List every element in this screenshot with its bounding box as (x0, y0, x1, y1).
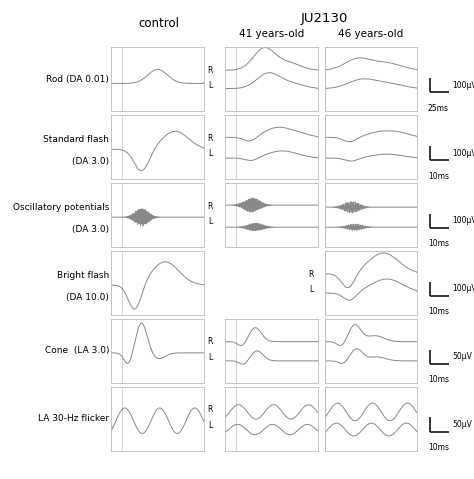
Text: 41 years-old: 41 years-old (238, 29, 304, 39)
Text: 50μV: 50μV (452, 420, 472, 429)
Text: LA 30-Hz flicker: LA 30-Hz flicker (38, 414, 109, 423)
Text: L: L (208, 353, 212, 362)
Text: R: R (208, 337, 213, 346)
Text: 10ms: 10ms (428, 308, 449, 316)
Text: Standard flash: Standard flash (43, 135, 109, 144)
Text: 100μV: 100μV (452, 217, 474, 226)
Text: 10ms: 10ms (428, 240, 449, 249)
Text: R: R (309, 270, 314, 279)
Text: 50μV: 50μV (452, 352, 472, 361)
Text: L: L (208, 81, 212, 91)
Text: (DA 3.0): (DA 3.0) (72, 157, 109, 166)
Text: 100μV: 100μV (452, 148, 474, 158)
Text: R: R (208, 202, 213, 211)
Text: (DA 3.0): (DA 3.0) (72, 225, 109, 234)
Text: JU2130: JU2130 (301, 12, 348, 25)
Text: 46 years-old: 46 years-old (338, 29, 403, 39)
Text: L: L (208, 149, 212, 158)
Text: L: L (208, 217, 212, 226)
Text: R: R (208, 66, 213, 75)
Text: Bright flash: Bright flash (57, 271, 109, 280)
Text: 100μV: 100μV (452, 284, 474, 293)
Text: control: control (138, 17, 179, 30)
Text: Cone  (LA 3.0): Cone (LA 3.0) (45, 346, 109, 355)
Text: Oscillatory potentials: Oscillatory potentials (13, 203, 109, 212)
Text: 10ms: 10ms (428, 375, 449, 384)
Text: 10ms: 10ms (428, 171, 449, 181)
Text: (DA 10.0): (DA 10.0) (66, 293, 109, 302)
Text: 100μV: 100μV (452, 80, 474, 90)
Text: L: L (310, 285, 313, 294)
Text: Rod (DA 0.01): Rod (DA 0.01) (46, 75, 109, 84)
Text: R: R (208, 405, 213, 414)
Text: R: R (208, 134, 213, 143)
Text: 25ms: 25ms (428, 104, 449, 113)
Text: 10ms: 10ms (428, 443, 449, 452)
Text: L: L (208, 421, 212, 430)
